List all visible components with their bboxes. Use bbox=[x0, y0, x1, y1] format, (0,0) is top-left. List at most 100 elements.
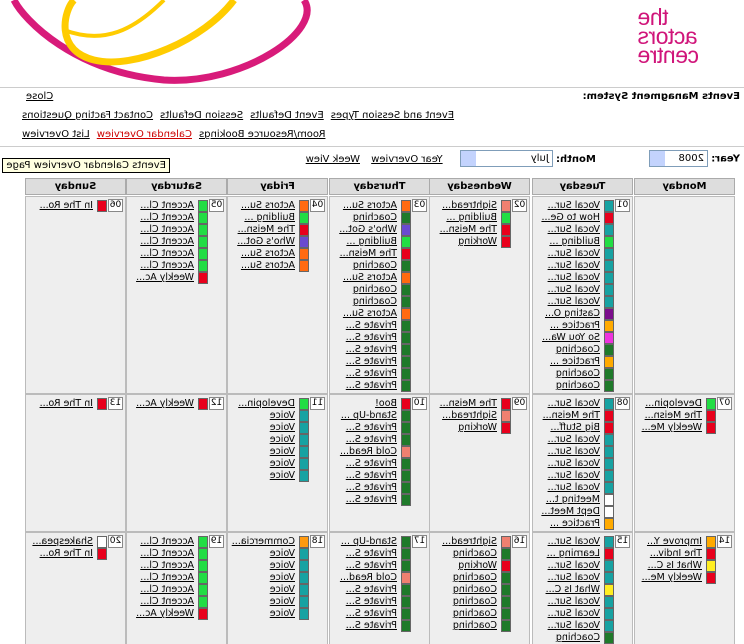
event[interactable]: Cold Read... bbox=[340, 446, 411, 458]
event-title[interactable]: Voice bbox=[269, 608, 295, 619]
event-title[interactable]: Improve Y... bbox=[646, 536, 702, 547]
event-title[interactable]: Casting O... bbox=[545, 308, 600, 319]
event[interactable]: What Is C... bbox=[648, 560, 716, 572]
event-title[interactable]: Coaching bbox=[555, 344, 600, 355]
month-select[interactable]: July bbox=[459, 150, 553, 167]
event-title[interactable]: Private S... bbox=[345, 368, 397, 379]
event-title[interactable]: Voice bbox=[269, 560, 295, 571]
event[interactable]: Coaching bbox=[453, 620, 511, 632]
event-title[interactable]: Voice bbox=[269, 422, 295, 433]
event[interactable]: The Meisn... bbox=[440, 224, 511, 236]
event-title[interactable]: Working bbox=[458, 422, 497, 433]
event[interactable]: Vocal Sur... bbox=[548, 470, 614, 482]
event[interactable]: Coaching bbox=[556, 632, 614, 644]
event[interactable]: Weekly Ac... bbox=[136, 398, 208, 410]
event[interactable]: Weekly Ac... bbox=[136, 608, 208, 620]
event-title[interactable]: Vocal Sur... bbox=[547, 470, 600, 481]
event[interactable]: Stand-Up ... bbox=[341, 410, 411, 422]
event-title[interactable]: Private S... bbox=[345, 548, 397, 559]
nav-link[interactable]: List Overview bbox=[22, 129, 90, 140]
event-title[interactable]: Private S... bbox=[345, 458, 397, 469]
event[interactable]: Learning ... bbox=[547, 548, 614, 560]
event[interactable]: Vocal Sur... bbox=[548, 200, 614, 212]
event[interactable]: Accent Cl... bbox=[140, 200, 208, 212]
view-link[interactable]: Week View bbox=[305, 153, 360, 165]
event-title[interactable]: Vocal Sur... bbox=[547, 482, 600, 493]
event-title[interactable]: Vocal Sur... bbox=[547, 446, 600, 457]
event-title[interactable]: Building ... bbox=[244, 212, 295, 223]
event-title[interactable]: Vocal Sur... bbox=[547, 284, 600, 295]
event-title[interactable]: Stand-Up ... bbox=[340, 536, 397, 547]
event-title[interactable]: Vocal Sur... bbox=[547, 536, 600, 547]
event-title[interactable]: The Meisn... bbox=[644, 410, 702, 421]
event[interactable]: Vocal Sur... bbox=[548, 482, 614, 494]
event-title[interactable]: Accent Cl... bbox=[140, 560, 194, 571]
event-title[interactable]: Actors Su... bbox=[240, 260, 295, 271]
event-title[interactable]: Vocal Sur... bbox=[547, 224, 600, 235]
event[interactable]: Voice bbox=[270, 446, 309, 458]
event-title[interactable]: Practice ... bbox=[549, 518, 600, 529]
event[interactable]: In The Ro... bbox=[40, 398, 107, 410]
event[interactable]: Building ... bbox=[346, 236, 411, 248]
event-title[interactable]: Coaching bbox=[452, 584, 497, 595]
event-title[interactable]: Vocal Sur... bbox=[547, 458, 600, 469]
event-title[interactable]: Accent Cl... bbox=[140, 248, 194, 259]
event-title[interactable]: Coaching bbox=[352, 296, 397, 307]
event-title[interactable]: Vocal Sur... bbox=[547, 596, 600, 607]
event-title[interactable]: Weekly Ac... bbox=[136, 272, 194, 283]
event[interactable]: Coaching bbox=[556, 344, 614, 356]
event[interactable]: Boo! bbox=[375, 398, 411, 410]
event-title[interactable]: Accent Cl... bbox=[140, 548, 194, 559]
event[interactable]: Private S... bbox=[346, 560, 411, 572]
event-title[interactable]: The Meisn... bbox=[542, 410, 600, 421]
event[interactable]: Vocal Sur... bbox=[548, 296, 614, 308]
event-title[interactable]: Actors Su... bbox=[240, 248, 295, 259]
event[interactable]: Private S... bbox=[346, 458, 411, 470]
event-title[interactable]: Accent Cl... bbox=[140, 200, 194, 211]
event[interactable]: So You Wa... bbox=[542, 332, 614, 344]
event-title[interactable]: Who's Got... bbox=[237, 236, 295, 247]
event-title[interactable]: Coaching bbox=[352, 284, 397, 295]
event[interactable]: Actors Su... bbox=[241, 200, 309, 212]
event-title[interactable]: Weekly Me... bbox=[641, 422, 702, 433]
event-title[interactable]: Private S... bbox=[345, 596, 397, 607]
event-title[interactable]: Private S... bbox=[345, 332, 397, 343]
event-title[interactable]: Commercia... bbox=[231, 536, 295, 547]
event[interactable]: Accent Cl... bbox=[140, 236, 208, 248]
event-title[interactable]: Actors Su... bbox=[240, 200, 295, 211]
event-title[interactable]: Big Stuff... bbox=[550, 422, 600, 433]
event-title[interactable]: Voice bbox=[269, 470, 295, 481]
event[interactable]: Vocal Sur... bbox=[548, 260, 614, 272]
event[interactable]: Dept Meet... bbox=[541, 506, 614, 518]
event[interactable]: Voice bbox=[270, 560, 309, 572]
event-title[interactable]: Private S... bbox=[345, 620, 397, 631]
event[interactable]: Working bbox=[458, 236, 511, 248]
event[interactable]: Vocal Sur... bbox=[548, 446, 614, 458]
event[interactable]: Private S... bbox=[346, 548, 411, 560]
event[interactable]: Private S... bbox=[346, 422, 411, 434]
event-title[interactable]: Accent Cl... bbox=[140, 236, 194, 247]
event[interactable]: Working bbox=[458, 560, 511, 572]
event[interactable]: Accent Cl... bbox=[140, 548, 208, 560]
event[interactable]: Accent Cl... bbox=[140, 248, 208, 260]
event[interactable]: Private S... bbox=[346, 344, 411, 356]
event-title[interactable]: Accent Cl... bbox=[140, 212, 194, 223]
event[interactable]: Private S... bbox=[346, 596, 411, 608]
nav-link[interactable]: Room/Resource Bookings bbox=[198, 129, 326, 140]
event-title[interactable]: Coaching bbox=[452, 620, 497, 631]
event[interactable]: Voice bbox=[270, 458, 309, 470]
event[interactable]: Vocal Sur... bbox=[548, 224, 614, 236]
event[interactable]: Weekly Ac... bbox=[136, 272, 208, 284]
event-title[interactable]: Voice bbox=[269, 434, 295, 445]
event-title[interactable]: Building ... bbox=[549, 236, 600, 247]
nav-link[interactable]: Event Defaults bbox=[250, 110, 324, 121]
event[interactable]: Building ... bbox=[549, 236, 614, 248]
event-title[interactable]: Weekly Ac... bbox=[136, 398, 194, 409]
event-title[interactable]: Private S... bbox=[345, 584, 397, 595]
event-title[interactable]: Cold Read... bbox=[339, 446, 397, 457]
event[interactable]: Who's Got... bbox=[237, 236, 309, 248]
event[interactable]: Developin... bbox=[645, 398, 716, 410]
event-title[interactable]: Who's Got... bbox=[339, 224, 397, 235]
event-title[interactable]: Vocal Sur... bbox=[547, 272, 600, 283]
event-title[interactable]: Coaching bbox=[555, 380, 600, 391]
